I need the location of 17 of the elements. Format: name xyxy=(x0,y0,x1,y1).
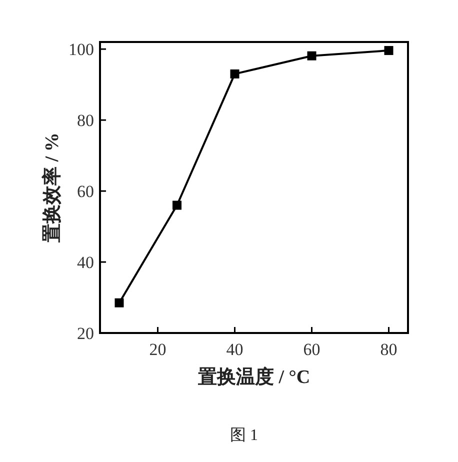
point xyxy=(230,69,240,78)
x-tick-label: 60 xyxy=(303,340,320,359)
point xyxy=(114,298,124,308)
y-tick-label: 20 xyxy=(77,324,94,343)
point xyxy=(307,51,316,60)
point xyxy=(172,200,182,210)
y-tick-label: 80 xyxy=(77,111,94,130)
point xyxy=(384,46,394,56)
x-tick-label: 40 xyxy=(226,340,244,359)
y-tick-label: 60 xyxy=(77,182,94,202)
x-tick-label: 20 xyxy=(149,340,166,359)
caption: 图 1 xyxy=(230,427,258,444)
y-tick-label: 40 xyxy=(77,253,94,272)
x-axis-title: 置换温度 / °C xyxy=(196,366,310,388)
x-tick-label: 80 xyxy=(380,340,398,359)
y-axis-title: 置换效率 / % xyxy=(41,132,63,244)
y-tick-label: 100 xyxy=(68,40,94,60)
